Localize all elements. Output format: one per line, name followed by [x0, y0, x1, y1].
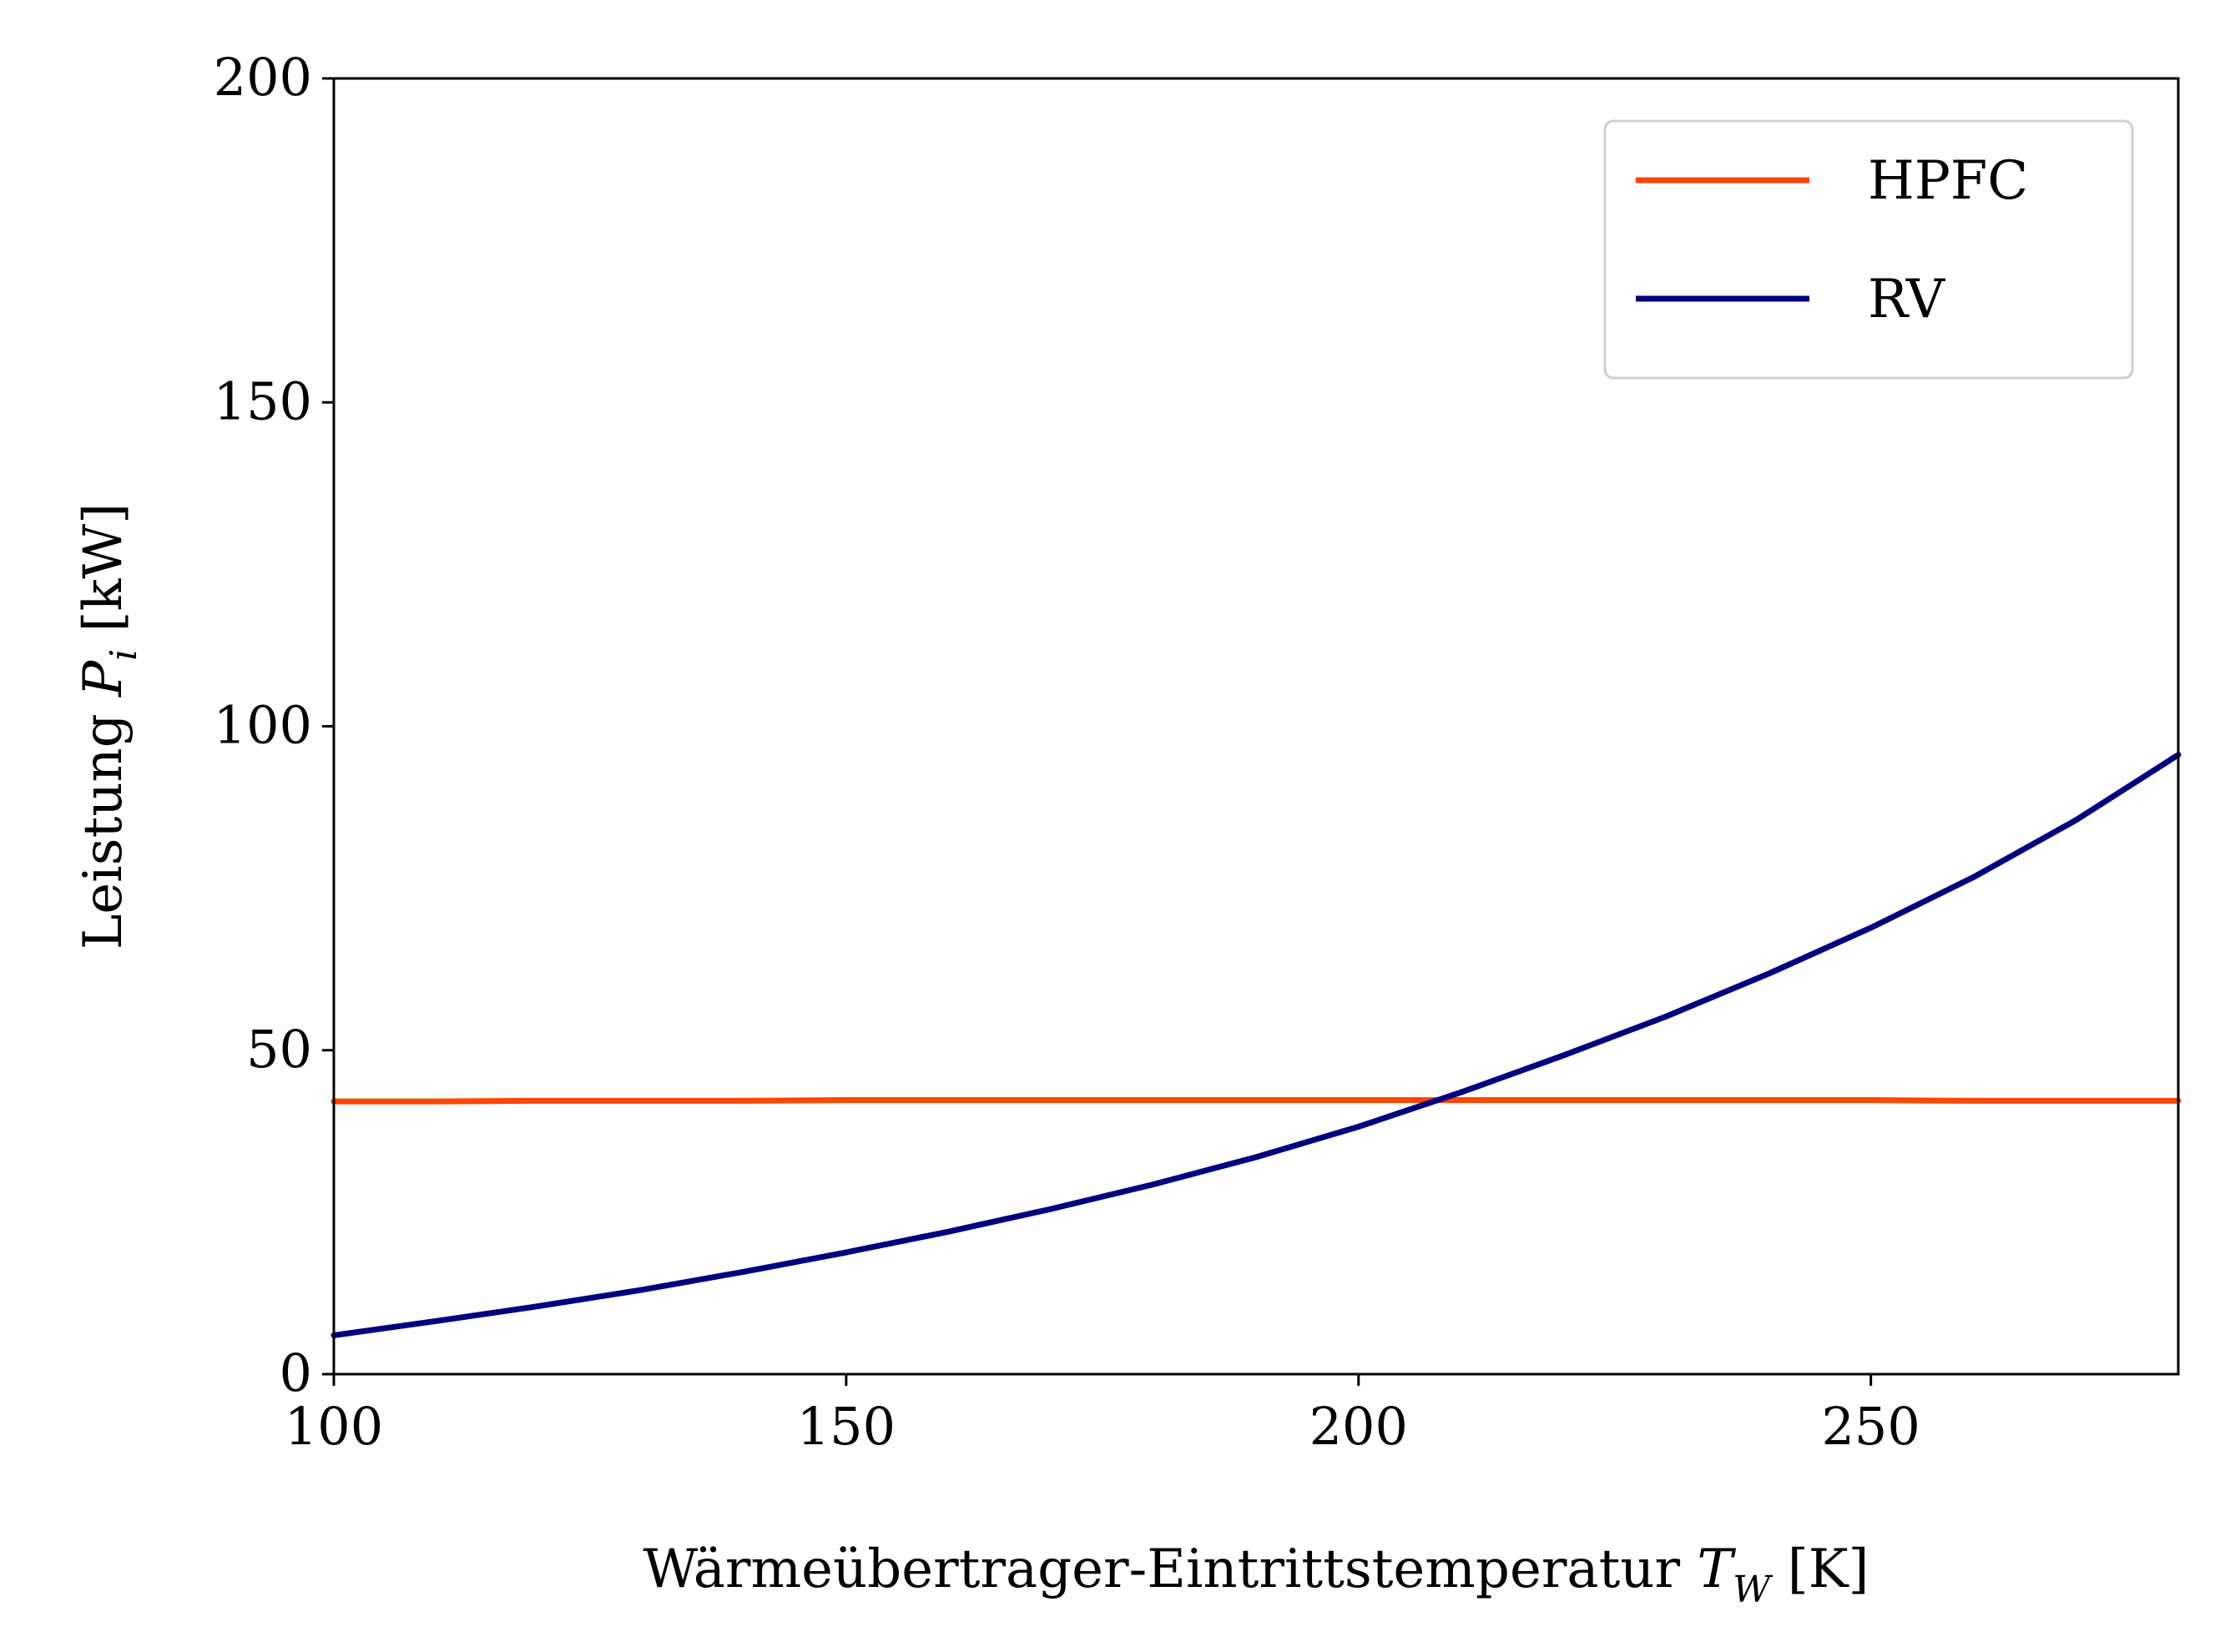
y-tick-label-100: 100 — [214, 695, 312, 756]
y-tick-label-0: 0 — [280, 1342, 312, 1403]
axis-layer: 100 150 200 250 0 50 100 150 200 — [214, 47, 2180, 1457]
legend-label-rv: RV — [1868, 269, 1946, 330]
legend-label-hpfc: HPFC — [1868, 150, 2028, 212]
axis-labels: Wärmeübertrager-Eintrittstemperatur TW [… — [73, 503, 1869, 1611]
x-tick-label-100: 100 — [285, 1396, 383, 1457]
x-tick-label-150: 150 — [797, 1396, 896, 1457]
y-axis-label: Leistung Pi [kW] — [73, 503, 145, 949]
y-tick-label-200: 200 — [214, 47, 312, 108]
x-axis-label-main: Wärmeübertrager-Eintrittstemperatur — [643, 1539, 1698, 1600]
x-axis-label-subscript: W — [1733, 1569, 1774, 1611]
x-tick-label-200: 200 — [1309, 1396, 1408, 1457]
x-axis-label: Wärmeübertrager-Eintrittstemperatur TW [… — [643, 1539, 1869, 1611]
y-axis-label-symbol: P — [73, 660, 134, 698]
legend: HPFC RV — [1603, 119, 2134, 380]
legend-box — [1603, 119, 2134, 380]
series-line-rv — [330, 752, 2182, 1338]
y-tick-label-150: 150 — [214, 370, 312, 431]
series-layer — [330, 752, 2182, 1338]
y-tick-label-50: 50 — [246, 1019, 312, 1080]
x-tick-label-250: 250 — [1821, 1396, 1920, 1457]
y-axis-label-main: Leistung — [73, 697, 134, 949]
y-axis-label-unit: [kW] — [73, 503, 134, 649]
series-line-hpfc — [330, 1097, 2182, 1105]
x-axis-label-unit: [K] — [1770, 1539, 1869, 1600]
y-axis-label-subscript: i — [103, 649, 145, 661]
x-axis-label-symbol: T — [1697, 1539, 1736, 1600]
